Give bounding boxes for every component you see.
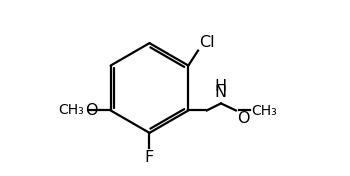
Text: N: N (215, 85, 227, 100)
Text: CH₃: CH₃ (251, 104, 276, 118)
Text: O: O (237, 111, 249, 126)
Text: H: H (215, 79, 227, 94)
Text: Cl: Cl (199, 35, 215, 50)
Text: CH₃: CH₃ (58, 103, 84, 117)
Text: F: F (145, 150, 154, 165)
Text: O: O (85, 103, 98, 118)
